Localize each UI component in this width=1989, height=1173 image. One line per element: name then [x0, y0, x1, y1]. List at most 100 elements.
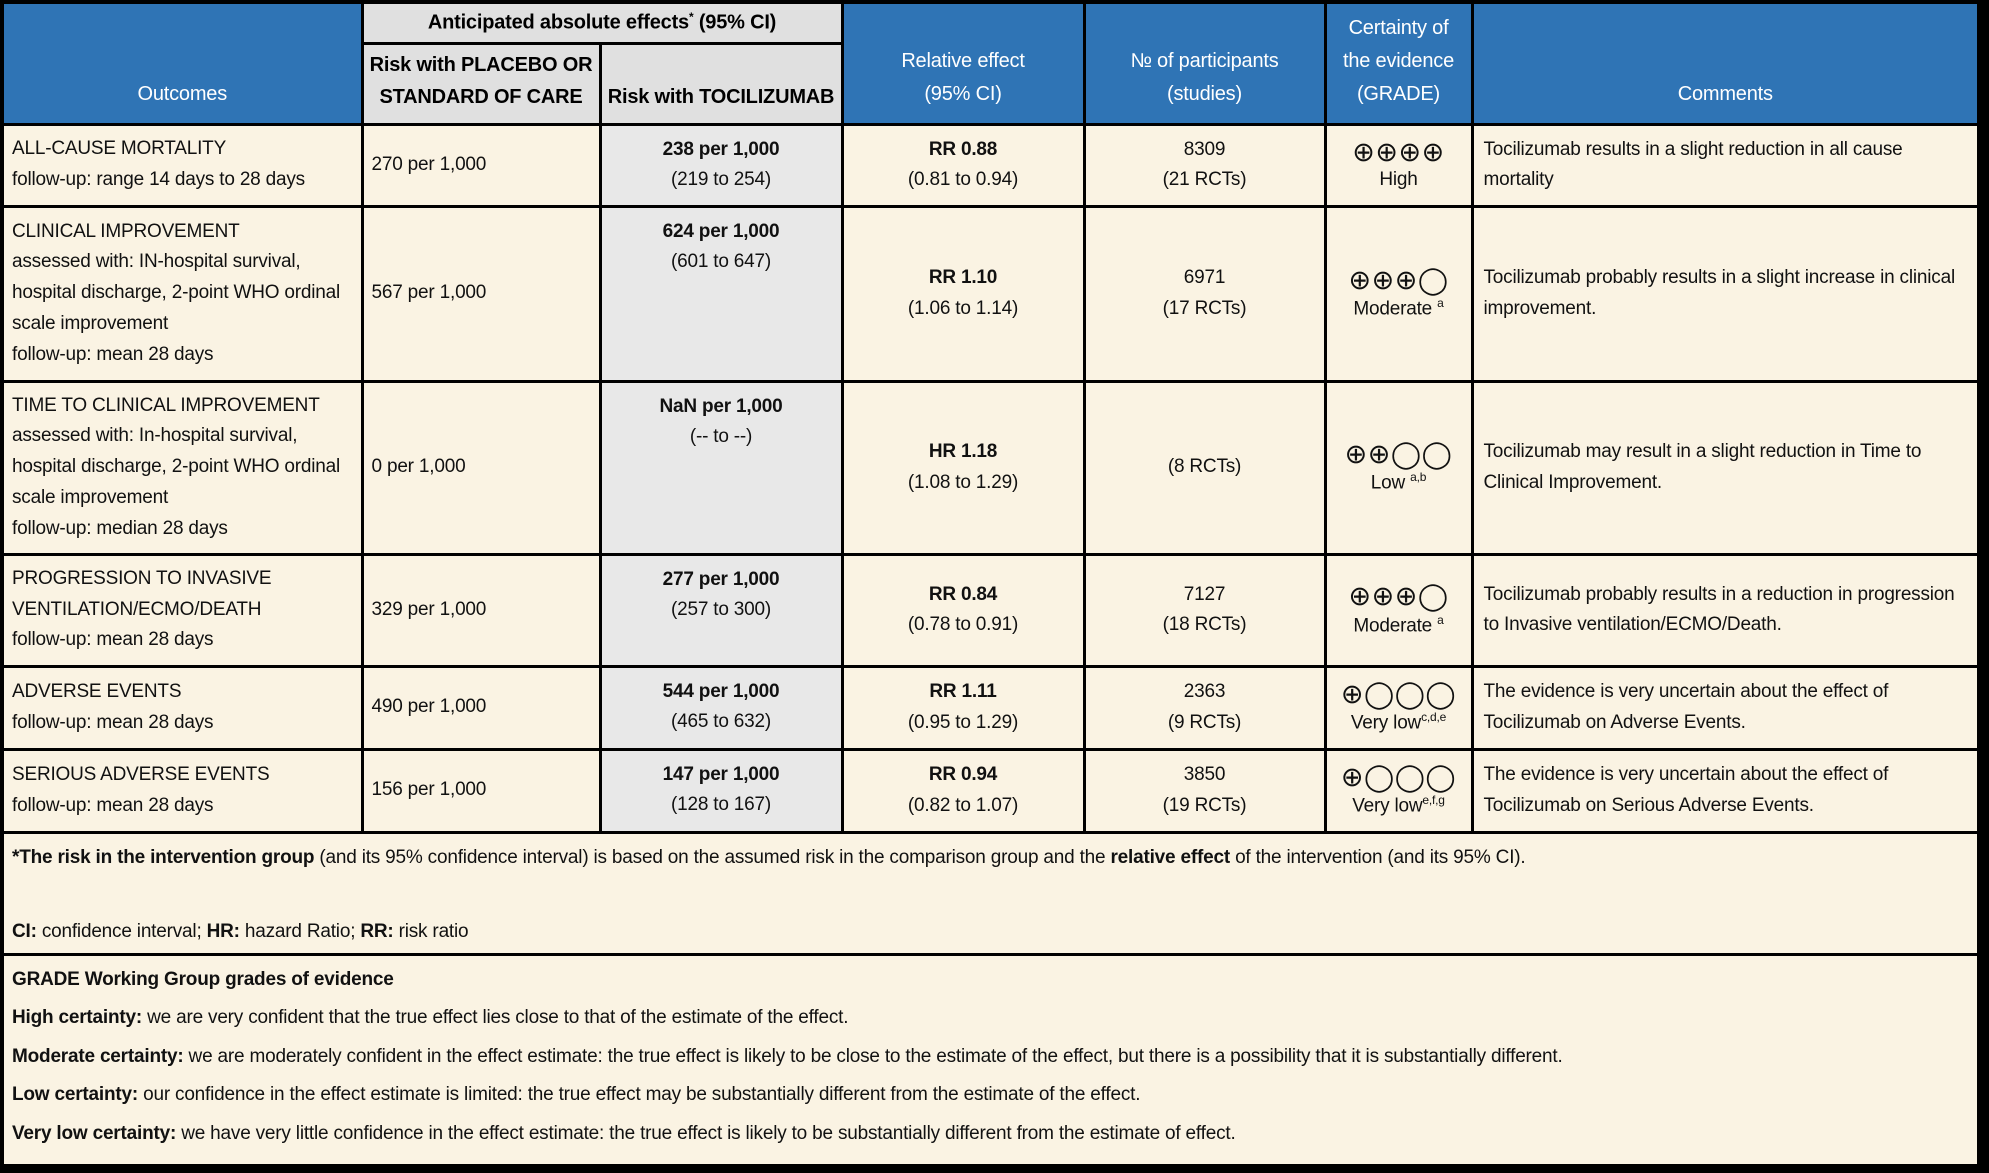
footnote-abbreviations: CI: confidence interval; HR: hazard Rati… [12, 921, 469, 942]
grade-certainty-label: Moderate a [1353, 612, 1444, 636]
relative-effect-value: RR 0.88 [928, 138, 998, 160]
grade-certainty-symbols: ⊕⊕⊕⊕ [1352, 137, 1445, 168]
relative-effect-value: RR 1.11 [929, 681, 997, 703]
relative-effect-value: RR 1.10 [928, 267, 998, 289]
outcome-table-row: SERIOUS ADVERSE EVENTS follow-up: mean 28… [0, 747, 1981, 834]
grade-working-group-notes-cell: GRADE Working Group grades of evidence Hi… [0, 952, 1981, 1171]
studies-count: (8 RCTs) [1167, 456, 1242, 478]
risk-ci: (465 to 632) [670, 710, 772, 732]
outcome-table-row: ADVERSE EVENTS follow-up: mean 28 days 490… [0, 664, 1981, 751]
certainty-footnote-superscript: a [1437, 296, 1444, 311]
risk-ci: (128 to 167) [670, 793, 772, 815]
participants-count: 6971 [1183, 267, 1226, 289]
certainty-cell: ⊕⊕◯◯ Low a,b [1323, 379, 1474, 556]
relative-effect-cell: RR 0.94 (0.82 to 1.07) [840, 747, 1086, 834]
studies-count: (17 RCTs) [1162, 297, 1247, 319]
risk-value: NaN per 1,000 [659, 395, 783, 417]
risk-placebo-cell: 567 per 1,000 [360, 204, 602, 383]
risk-tocilizumab-cell: 624 per 1,000 (601 to 647) [598, 204, 844, 383]
outcome-text-line: assessed with: In-hospital survival, hos… [12, 425, 341, 508]
comments-column-header: Comments [1470, 0, 1981, 126]
table-footer: *The risk in the intervention group (and… [0, 830, 1981, 1171]
studies-count: (18 RCTs) [1162, 614, 1247, 635]
relative-effect-ci: (0.82 to 1.07) [907, 794, 1019, 816]
outcome-text-line: assessed with: IN-hospital survival, hos… [12, 251, 341, 334]
risk-placebo-cell: 329 per 1,000 [360, 552, 602, 668]
header-row-top: Outcomes Anticipated absolute effects* (… [0, 0, 1981, 126]
participants-cell: 7127 (18 RCTs) [1082, 552, 1327, 668]
certainty-cell: ⊕⊕⊕◯ Moderate a [1323, 552, 1474, 668]
participants-cell: 8309 (21 RCTs) [1082, 122, 1327, 208]
grade-certainty-label: Very lowc,d,e [1350, 710, 1447, 734]
certainty-column-header: Certainty of the evidence (GRADE) [1323, 0, 1474, 126]
grade-certainty-symbols: ⊕⊕◯◯ [1344, 438, 1453, 469]
table-header: Outcomes Anticipated absolute effects* (… [0, 0, 1981, 126]
certainty-cell: ⊕◯◯◯ Very lowc,d,e [1323, 664, 1474, 751]
participants-count: 2363 [1183, 681, 1226, 703]
participants-cell: (8 RCTs) [1082, 379, 1327, 556]
comment-cell: The evidence is very uncertain about the… [1470, 664, 1981, 751]
grade-certainty-label: High [1379, 169, 1418, 191]
grade-definition-line: GRADE Working Group grades of evidence [12, 968, 394, 990]
outcome-text-line: follow-up: range 14 days to 28 days [12, 169, 305, 190]
participants-count: 7127 [1183, 583, 1226, 605]
participants-cell: 2363 (9 RCTs) [1082, 664, 1327, 751]
outcome-text-line: TIME TO CLINICAL IMPROVEMENT [12, 394, 320, 416]
risk-ci: (257 to 300) [670, 598, 772, 620]
relative-effect-cell: RR 1.10 (1.06 to 1.14) [840, 204, 1086, 383]
relative-effect-ci: (0.81 to 0.94) [907, 169, 1019, 190]
comment-cell: Tocilizumab probably results in a slight… [1470, 204, 1981, 383]
outcome-table-row: ALL-CAUSE MORTALITY follow-up: range 14 d… [0, 122, 1981, 208]
risk-value: 277 per 1,000 [662, 568, 780, 590]
outcome-text-line: follow-up: mean 28 days [12, 343, 214, 365]
participants-count: 8309 [1183, 138, 1226, 160]
table-body: ALL-CAUSE MORTALITY follow-up: range 14 d… [0, 122, 1981, 834]
certainty-cell: ⊕⊕⊕◯ Moderate a [1323, 204, 1474, 383]
outcome-cell: ALL-CAUSE MORTALITY follow-up: range 14 d… [0, 122, 364, 208]
outcome-cell: PROGRESSION TO INVASIVE VENTILATION/ECMO… [0, 552, 364, 668]
studies-count: (21 RCTs) [1162, 169, 1247, 190]
relative-effect-value: RR 0.94 [928, 764, 998, 786]
risk-tocilizumab-column-header: Risk with TOCILIZUMAB [598, 41, 844, 126]
relative-effect-ci: (1.08 to 1.29) [907, 471, 1019, 493]
risk-value: 624 per 1,000 [662, 220, 780, 242]
participants-cell: 6971 (17 RCTs) [1082, 204, 1327, 383]
footnote-row: *The risk in the intervention group (and… [0, 830, 1981, 956]
comment-cell: Tocilizumab results in a slight reductio… [1470, 122, 1981, 208]
grade-definition-line: Moderate certainty: we are moderately co… [12, 1045, 1563, 1067]
risk-placebo-cell: 156 per 1,000 [360, 747, 602, 834]
risk-value: 238 per 1,000 [662, 138, 780, 160]
grade-certainty-label: Very lowe,f,g [1352, 793, 1445, 817]
outcome-text-line: CLINICAL IMPROVEMENT [12, 220, 240, 242]
outcome-table-row: TIME TO CLINICAL IMPROVEMENT assessed wit… [0, 379, 1981, 556]
risk-ci: (601 to 647) [670, 250, 772, 272]
outcome-cell: TIME TO CLINICAL IMPROVEMENT assessed wit… [0, 379, 364, 556]
grade-definition-line: Very low certainty: we have very little … [12, 1122, 1236, 1144]
outcome-cell: SERIOUS ADVERSE EVENTS follow-up: mean 28… [0, 747, 364, 834]
relative-effect-ci: (1.06 to 1.14) [907, 297, 1019, 319]
risk-value: 147 per 1,000 [662, 763, 780, 785]
outcome-text-line: ALL-CAUSE MORTALITY [12, 138, 227, 160]
relative-effect-cell: HR 1.18 (1.08 to 1.29) [840, 379, 1086, 556]
studies-count: (9 RCTs) [1167, 711, 1242, 733]
grade-notes-row: GRADE Working Group grades of evidence Hi… [0, 952, 1981, 1171]
studies-count: (19 RCTs) [1162, 794, 1247, 816]
outcome-text-line: follow-up: mean 28 days [12, 711, 214, 733]
relative-effect-value: HR 1.18 [928, 441, 998, 463]
grade-certainty-label: Moderate a [1353, 296, 1444, 320]
absolute-effects-ci: (95% CI) [693, 12, 777, 35]
relative-effect-cell: RR 1.11 (0.95 to 1.29) [840, 664, 1086, 751]
relative-effect-cell: RR 0.88 (0.81 to 0.94) [840, 122, 1086, 208]
relative-effect-value: RR 0.84 [928, 583, 998, 605]
participants-cell: 3850 (19 RCTs) [1082, 747, 1327, 834]
grade-certainty-symbols: ⊕⊕⊕◯ [1348, 581, 1449, 612]
risk-ci: (-- to --) [689, 425, 753, 447]
risk-tocilizumab-cell: 238 per 1,000 (219 to 254) [598, 122, 844, 208]
header-row-sub: Risk with PLACEBO OR STANDARD OF CARE Ris… [2, 41, 1979, 126]
certainty-footnote-superscript: e,f,g [1422, 793, 1445, 808]
risk-tocilizumab-cell: 277 per 1,000 (257 to 300) [598, 552, 844, 668]
footnote-cell: *The risk in the intervention group (and… [0, 830, 1981, 956]
risk-tocilizumab-cell: NaN per 1,000 (-- to --) [598, 379, 844, 556]
